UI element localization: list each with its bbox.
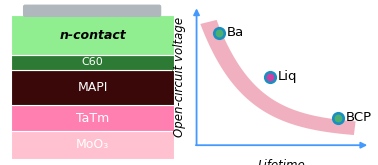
Point: [335, 116, 341, 119]
Text: n-contact: n-contact: [59, 29, 126, 42]
Bar: [11, 55, 174, 70]
Text: BCP: BCP: [346, 111, 372, 124]
Text: MAPI: MAPI: [77, 81, 108, 94]
Bar: [11, 105, 174, 131]
Bar: [11, 70, 174, 105]
Text: Lifetime: Lifetime: [258, 159, 305, 165]
Text: MoO₃: MoO₃: [76, 138, 109, 151]
Point: [335, 116, 341, 119]
Point: [266, 75, 273, 78]
Text: C60: C60: [82, 57, 104, 67]
Text: Liq: Liq: [278, 70, 298, 83]
Text: TaTm: TaTm: [76, 112, 109, 125]
Text: Ba: Ba: [227, 26, 245, 39]
Polygon shape: [200, 20, 356, 135]
Bar: [11, 131, 174, 159]
FancyBboxPatch shape: [23, 5, 161, 17]
Point: [215, 32, 222, 34]
Point: [215, 32, 222, 34]
Bar: [11, 15, 174, 55]
Point: [266, 75, 273, 78]
Text: Open-circuit voltage: Open-circuit voltage: [173, 17, 186, 137]
